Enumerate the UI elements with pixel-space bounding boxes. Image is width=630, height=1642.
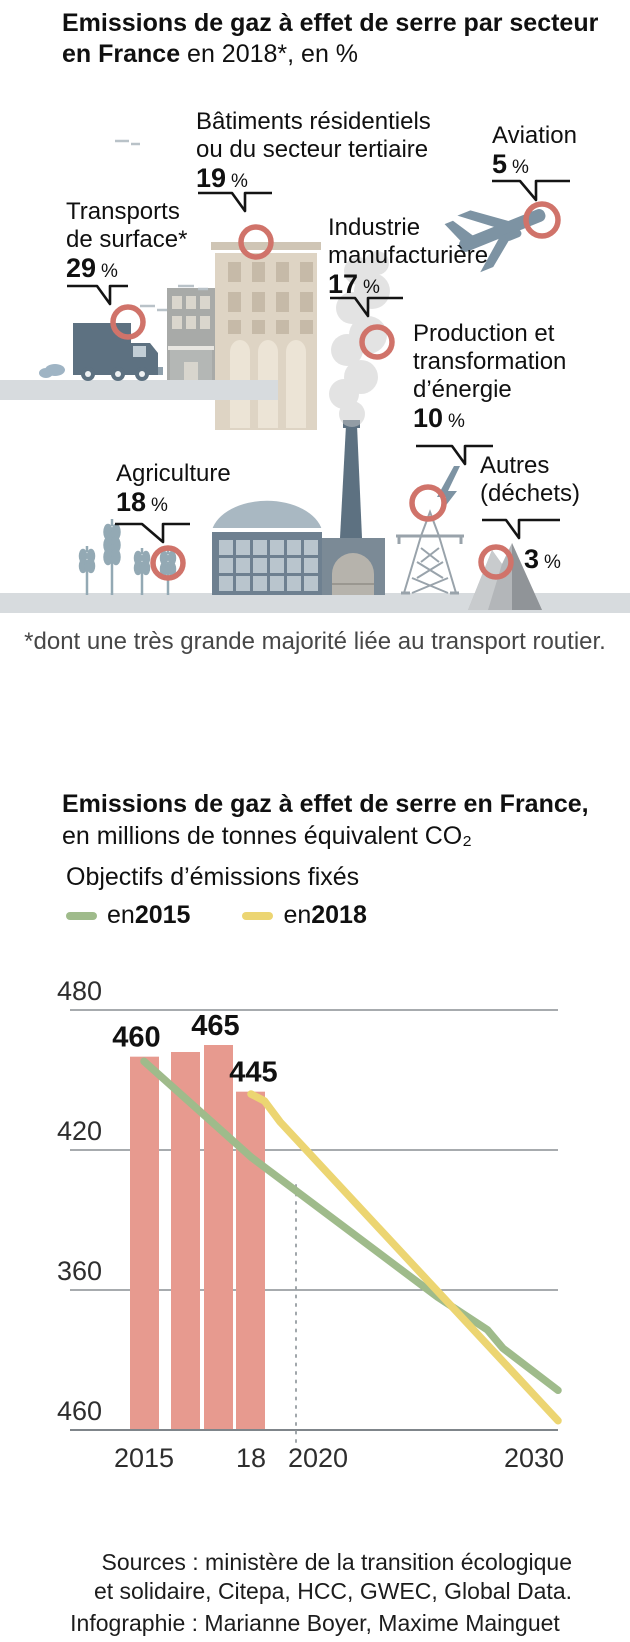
lightning-icon [434, 466, 460, 521]
callout-lines [67, 179, 570, 544]
ground-band-street [0, 380, 278, 400]
x-axis-label: 18 [236, 1443, 266, 1473]
sector-label-autres: Autres (déchets) [480, 452, 580, 508]
marker-circle-production [409, 484, 447, 522]
sector-name: transformation [413, 348, 567, 375]
sector-value: 5% [492, 149, 529, 179]
bar-label-2018: 445 [229, 1057, 277, 1089]
sector-label-production: Production et transformation d’énergie 1… [413, 320, 566, 436]
sector-label-transports: Transports de surface* 29% [66, 198, 187, 286]
x-axis-label: 2030 [504, 1443, 564, 1473]
page-title: Emissions de gaz à effet de serre par se… [62, 8, 602, 70]
sector-label-aviation: Aviation 5% [492, 122, 577, 182]
legend-swatch-2018 [242, 911, 274, 920]
x-axis-label: 2015 [114, 1443, 174, 1473]
source-line1: Sources : ministère de la transition éco… [101, 1549, 572, 1575]
footnote: *dont une très grande majorité liée au t… [24, 628, 606, 655]
sector-name: Autres [480, 452, 550, 479]
trend-title-bold: Emissions de gaz à effet de serre en Fra… [62, 790, 589, 818]
legend-swatch-2015 [66, 911, 97, 920]
sector-name: Aviation [492, 122, 577, 149]
bar-2015 [130, 1056, 159, 1430]
sector-illustration [0, 139, 630, 613]
sector-name: Agriculture [116, 460, 231, 487]
marker-circle-agriculture [150, 545, 186, 581]
callout-batiments [198, 191, 272, 213]
sector-name: (déchets) [480, 480, 581, 507]
legend-title: Objectifs d’émissions fixés [66, 863, 360, 891]
bar-2017 [204, 1045, 233, 1430]
pylon-illustration [396, 509, 464, 595]
marker-circle-autres [478, 544, 514, 580]
sector-name: d’énergie [413, 376, 512, 403]
sector-name: Industrie [328, 214, 421, 241]
sector-label-agriculture: Agriculture 18% [116, 460, 231, 520]
callout-transports [67, 284, 128, 306]
callout-aviation [492, 179, 570, 202]
marker-circle-industrie [359, 324, 395, 360]
legend-item-2018: en 2018 [242, 901, 367, 930]
marker-circle-aviation [523, 201, 561, 239]
sector-name: manufacturière [328, 242, 489, 269]
callout-autres [482, 518, 560, 540]
industry-scene [0, 251, 630, 613]
speed-dashes-icon [115, 139, 208, 312]
y-axis-label: 460 [57, 1396, 102, 1426]
bar-label-2017: 465 [191, 1010, 239, 1042]
sector-value: 18% [116, 487, 168, 517]
sector-value: 29% [66, 253, 118, 283]
sector-name: de surface* [66, 226, 188, 253]
sector-value: 17% [328, 269, 380, 299]
sector-value: 19% [196, 163, 248, 193]
y-axis-label: 480 [57, 976, 102, 1006]
legend-label-year: 2015 [134, 901, 191, 929]
sector-name: ou du secteur tertiaire [196, 136, 429, 163]
source-line2: et solidaire, Citepa, HCC, GWEC, Global … [93, 1578, 572, 1604]
marker-circles [110, 201, 561, 581]
trend-line-2018 [247, 1090, 562, 1425]
legend-label-prefix: en [283, 901, 312, 929]
credit-note: Infographie : Marianne Boyer, Maxime Mai… [70, 1610, 560, 1636]
marker-circle-batiments [238, 224, 274, 260]
bar-2018 [236, 1091, 265, 1430]
trend-chart: 480 420 360 460 2015 18 2020 2030 460 465 445 [57, 976, 564, 1473]
trend-chart-title: Emissions de gaz à effet de serre en Fra… [62, 788, 602, 852]
callout-production [416, 444, 493, 466]
legend-item-2015: en 2015 [66, 901, 190, 930]
x-axis-label: 2020 [288, 1443, 348, 1473]
sector-label-industrie: Industrie manufacturière 17% [328, 214, 488, 302]
callout-industrie [330, 296, 403, 318]
bar-label-2015: 460 [112, 1022, 160, 1054]
title-line2-bold: en France [62, 40, 181, 68]
y-axis-label: 360 [57, 1256, 102, 1286]
trend-title-regular: en millions de tonnes équivalent CO₂ [62, 822, 472, 850]
sector-name: Production et [413, 320, 555, 347]
y-axis-label: 420 [57, 1116, 102, 1146]
legend-label-prefix: en [107, 901, 135, 929]
smoke-plume-icon [329, 251, 390, 427]
sector-value: 10% [413, 403, 465, 433]
title-line2-regular: en 2018*, en % [180, 40, 359, 68]
factory-illustration [212, 420, 385, 595]
sector-name: Transports [66, 198, 180, 225]
legend-label-year: 2018 [311, 901, 367, 929]
marker-circle-transports [110, 304, 146, 340]
truck-illustration [39, 323, 163, 381]
city-scene [0, 139, 321, 430]
sector-label-batiments: Bâtiments résidentiels ou du secteur ter… [196, 108, 431, 196]
sector-name: Bâtiments résidentiels [196, 108, 431, 135]
beige-building-illustration [211, 242, 321, 430]
sector-value-autres: 3% [524, 544, 561, 574]
wheat-icon [78, 519, 177, 595]
trend-legend: en 2015 en 2018 [66, 901, 367, 930]
callout-agriculture [115, 522, 190, 544]
bar-2016 [171, 1052, 200, 1430]
title-line1: Emissions de gaz à effet de serre par se… [62, 9, 599, 37]
source-note: Sources : ministère de la transition éco… [52, 1548, 572, 1606]
